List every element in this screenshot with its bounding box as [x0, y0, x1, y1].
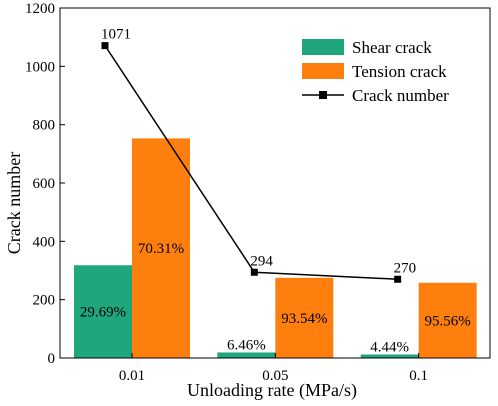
y-tick-label: 600	[33, 176, 56, 192]
bar-shear-crack-0	[74, 265, 132, 358]
legend-marker-crack-number	[319, 91, 327, 99]
y-axis-label: Crack number	[4, 152, 24, 254]
bar-label-0-0: 29.69%	[80, 305, 126, 321]
bar-tension-crack-0	[132, 138, 190, 358]
y-tick-label: 1000	[25, 59, 55, 75]
x-tick-label: 0.1	[409, 368, 428, 384]
y-tick-label: 400	[33, 234, 56, 250]
bar-label-1-1: 93.54%	[281, 311, 327, 327]
bar-shear-crack-1	[217, 352, 276, 358]
legend-label-shear-crack: Shear crack	[352, 38, 432, 57]
crack-number-label-2: 270	[394, 260, 417, 276]
bar-label-1-2: 95.56%	[425, 313, 471, 329]
bar-label-1-0: 70.31%	[138, 241, 184, 257]
crack-number-marker-0	[101, 42, 109, 50]
bar-label-0-2: 4.44%	[370, 340, 409, 356]
crack-number-marker-2	[394, 275, 402, 283]
x-tick-label: 0.05	[262, 368, 288, 384]
bar-label-0-1: 6.46%	[227, 337, 266, 353]
bar-tension-crack-1	[275, 277, 334, 358]
bar-shear-crack-2	[360, 354, 419, 358]
x-axis-label: Unloading rate (MPa/s)	[187, 380, 357, 401]
legend-label-crack-number: Crack number	[352, 86, 449, 105]
legend: Shear crack Tension crack Crack number	[302, 38, 449, 105]
legend-swatch-shear-crack	[302, 39, 344, 55]
legend-label-tension-crack: Tension crack	[352, 62, 447, 81]
y-tick-label: 0	[48, 351, 56, 367]
bar-tension-crack-2	[418, 282, 477, 358]
crack-number-marker-1	[250, 268, 258, 276]
x-tick-label: 0.01	[119, 368, 145, 384]
crack-number-label-1: 294	[250, 253, 273, 269]
y-tick-label: 200	[33, 293, 56, 309]
legend-swatch-tension-crack	[302, 63, 344, 79]
y-tick-label: 800	[33, 118, 56, 134]
y-tick-label: 1200	[25, 1, 55, 17]
crack-number-label-0: 1071	[101, 27, 131, 43]
